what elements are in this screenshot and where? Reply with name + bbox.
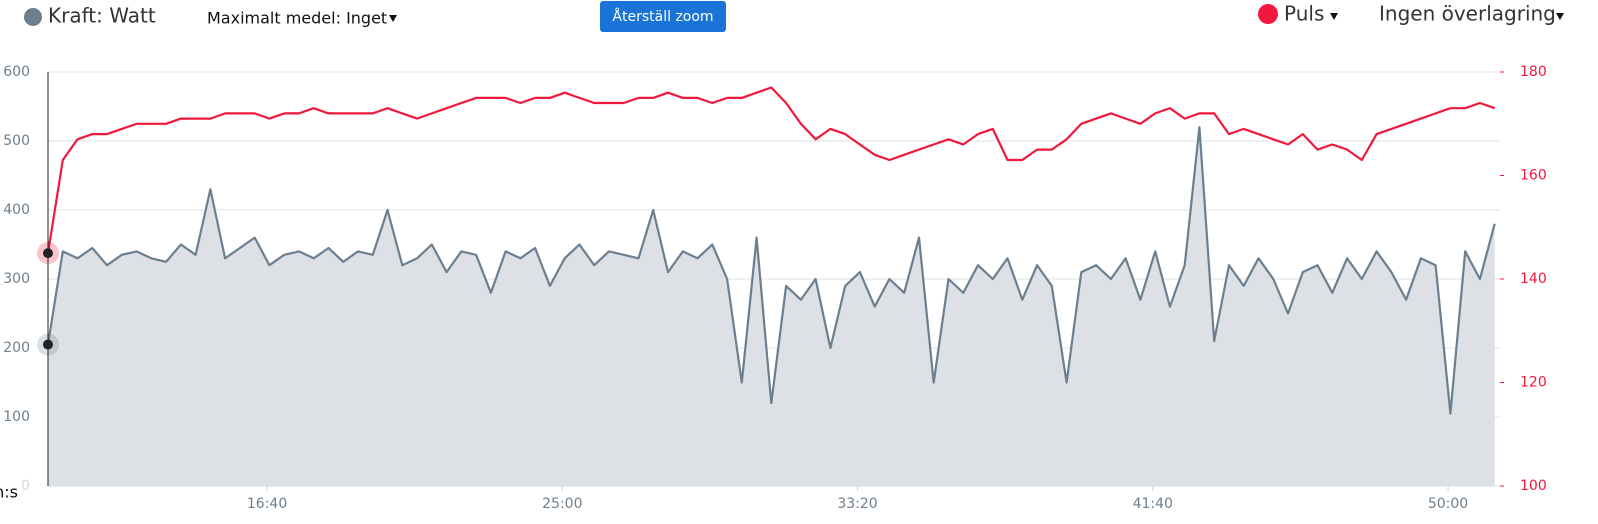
x-tick-label: 25:00 <box>542 496 582 512</box>
average-select[interactable]: Maximalt medel: Inget <box>207 9 387 28</box>
reset-zoom-button[interactable] <box>600 1 726 32</box>
legend-dot[interactable] <box>1258 4 1278 24</box>
reset-zoom-label[interactable]: Återställ zoom <box>612 8 713 25</box>
y-tick-label: 0 <box>21 478 30 494</box>
area <box>48 127 1495 486</box>
y2-tick-label: 160 <box>1520 168 1547 184</box>
plot <box>37 71 1504 491</box>
x-tick-label: 16:40 <box>247 496 287 512</box>
x-tick-label: 41:40 <box>1133 496 1173 512</box>
y-tick-label: 200 <box>3 340 30 356</box>
y2-tick-label: 140 <box>1520 271 1547 287</box>
y-tick-label: 100 <box>3 409 30 425</box>
legend-label[interactable]: Puls <box>1284 2 1324 26</box>
y2-tick-label: 100 <box>1520 478 1547 494</box>
overlay-select[interactable]: Ingen överlagring <box>1379 2 1556 26</box>
series-line <box>46 126 1496 415</box>
y2-tick-label: 180 <box>1520 64 1547 80</box>
y-tick-label: 400 <box>3 202 30 218</box>
x-tick-label: 33:20 <box>837 496 877 512</box>
x-tick-label: 50:00 <box>1428 496 1468 512</box>
y-tick-label: 500 <box>3 133 30 149</box>
dropdown-arrow <box>1556 13 1564 20</box>
legend-label[interactable]: Kraft: Watt <box>48 4 156 28</box>
y-tick-label: 600 <box>3 64 30 80</box>
legend-dot[interactable] <box>24 8 42 26</box>
dropdown-arrow <box>389 15 397 22</box>
y-tick-label: 300 <box>3 271 30 287</box>
y2-tick-label: 120 <box>1520 375 1547 391</box>
x-axis-label: h:m:s <box>0 483 18 502</box>
dropdown-arrow <box>1330 13 1338 20</box>
series-line <box>46 86 1496 254</box>
